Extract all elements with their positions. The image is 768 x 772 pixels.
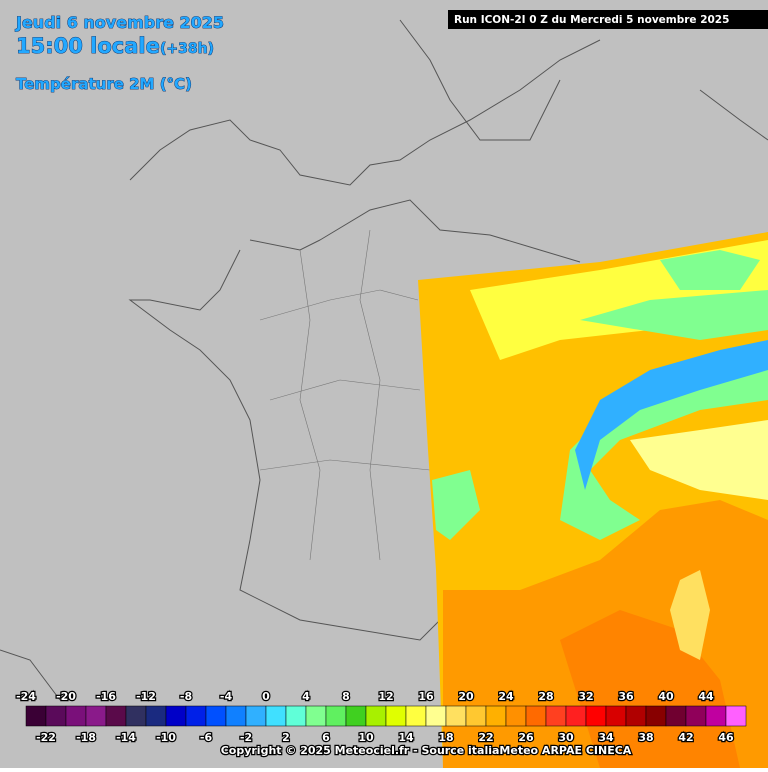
color-box <box>465 705 487 727</box>
legend-label: -22 <box>36 731 56 744</box>
borders <box>0 19 768 701</box>
legend-label: -10 <box>156 731 176 744</box>
color-box <box>265 705 287 727</box>
color-box <box>505 705 527 727</box>
color-box <box>565 705 587 727</box>
legend-label: -20 <box>56 690 76 703</box>
legend-label: -24 <box>16 690 36 703</box>
corsica <box>670 570 710 660</box>
color-box <box>105 705 127 727</box>
legend-label: 12 <box>378 690 393 703</box>
color-box <box>425 705 447 727</box>
legend-label: 0 <box>262 690 270 703</box>
legend-label: 20 <box>458 690 474 703</box>
date: Jeudi 6 novembre 2025 <box>15 13 224 32</box>
alps-cold <box>575 340 768 490</box>
legend-label: 46 <box>718 731 734 744</box>
legend-label: -6 <box>200 731 213 744</box>
color-box <box>185 705 207 727</box>
color-box <box>705 705 727 727</box>
legend-label: -2 <box>240 731 252 744</box>
lead-time: (+38h) <box>160 41 214 57</box>
color-box <box>605 705 627 727</box>
legend-label: 30 <box>558 731 574 744</box>
color-box <box>625 705 647 727</box>
legend-label: -12 <box>136 690 156 703</box>
po-valley <box>630 420 768 500</box>
legend-label: -4 <box>220 690 233 703</box>
legend-label: -8 <box>180 690 192 703</box>
legend-label: -18 <box>76 731 96 744</box>
legend-label: 18 <box>438 731 453 744</box>
color-box <box>45 705 67 727</box>
legend-label: 26 <box>518 731 534 744</box>
legend-label: 6 <box>322 731 330 744</box>
color-box <box>305 705 327 727</box>
alps-cool <box>560 290 768 540</box>
legend-label: 14 <box>398 731 414 744</box>
run-info: Run ICON-2I 0 Z du Mercredi 5 novembre 2… <box>454 14 729 26</box>
legend-label: 28 <box>538 690 553 703</box>
color-box <box>525 705 547 727</box>
legend-label: 10 <box>358 731 374 744</box>
color-box <box>665 705 687 727</box>
legend-label: 4 <box>302 690 310 703</box>
color-box <box>365 705 387 727</box>
color-box <box>25 705 47 727</box>
color-box <box>245 705 267 727</box>
color-box <box>165 705 187 727</box>
color-box <box>225 705 247 727</box>
legend-label: 32 <box>578 690 593 703</box>
legend: -24-22-20-18-16-14-12-10-8-6-4-202468101… <box>15 689 747 745</box>
legend-label: 16 <box>418 690 434 703</box>
legend-label: -16 <box>96 690 116 703</box>
color-box <box>345 705 367 727</box>
legend-label: 36 <box>618 690 634 703</box>
legend-label: 34 <box>598 731 614 744</box>
color-box <box>445 705 467 727</box>
legend-label: 2 <box>282 731 290 744</box>
color-box <box>645 705 667 727</box>
color-box <box>285 705 307 727</box>
color-box <box>145 705 167 727</box>
legend-label: 44 <box>698 690 714 703</box>
legend-label: 24 <box>498 690 514 703</box>
color-box <box>85 705 107 727</box>
color-box <box>405 705 427 727</box>
color-box <box>485 705 507 727</box>
legend-label: 38 <box>638 731 653 744</box>
legend-label: 8 <box>342 690 350 703</box>
run-box <box>448 10 768 29</box>
color-box <box>325 705 347 727</box>
color-box <box>685 705 707 727</box>
copyright: Copyright © 2025 Meteociel.fr - Source i… <box>221 744 632 757</box>
color-box <box>545 705 567 727</box>
color-box <box>65 705 87 727</box>
legend-label: -14 <box>116 731 136 744</box>
north-cool <box>660 250 760 290</box>
time: 15:00 locale <box>16 34 160 58</box>
color-box <box>725 705 747 727</box>
legend-label: 42 <box>678 731 693 744</box>
variable: Température 2M (°C) <box>16 75 192 93</box>
massif-central <box>432 470 480 540</box>
coastline <box>129 39 601 186</box>
departments <box>259 229 431 561</box>
legend-label: 40 <box>658 690 674 703</box>
legend-label: 22 <box>478 731 493 744</box>
color-box <box>205 705 227 727</box>
color-box <box>385 705 407 727</box>
color-box <box>585 705 607 727</box>
color-box <box>125 705 147 727</box>
